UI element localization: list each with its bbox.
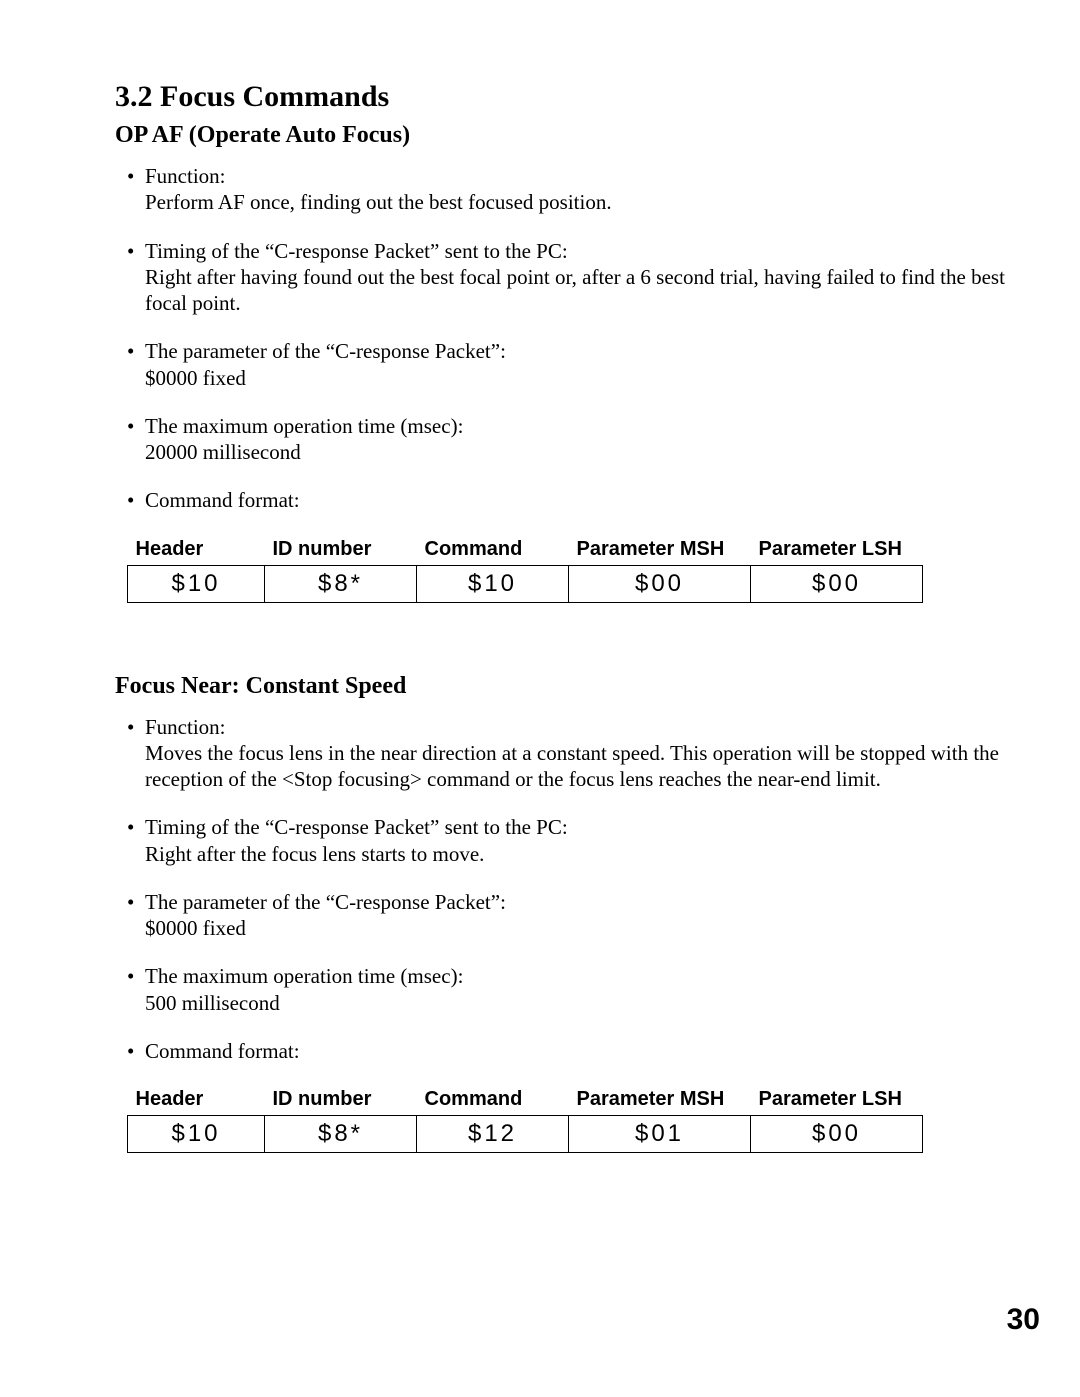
item-label: Command format: — [145, 488, 300, 512]
cell-command: $10 — [417, 565, 569, 602]
list-item: The parameter of the “C-response Packet”… — [127, 889, 1045, 942]
list-item: Function: Perform AF once, finding out t… — [127, 163, 1045, 216]
table-row: $10 $8* $12 $01 $00 — [128, 1116, 923, 1153]
col-header: Command — [417, 536, 569, 566]
col-header: Parameter LSH — [751, 536, 923, 566]
col-header: Header — [128, 536, 265, 566]
col-header: Parameter MSH — [569, 536, 751, 566]
section-focus-near: Focus Near: Constant Speed Function: Mov… — [115, 673, 1045, 1154]
item-label: Function: — [145, 715, 226, 739]
list-item: Timing of the “C-response Packet” sent t… — [127, 814, 1045, 867]
table-header-row: Header ID number Command Parameter MSH P… — [128, 536, 923, 566]
item-desc: $0000 fixed — [145, 915, 1045, 941]
bullet-list: Function: Perform AF once, finding out t… — [127, 163, 1045, 514]
list-item: The parameter of the “C-response Packet”… — [127, 338, 1045, 391]
cell-msh: $01 — [569, 1116, 751, 1153]
item-label: Command format: — [145, 1039, 300, 1063]
item-label: The parameter of the “C-response Packet”… — [145, 339, 506, 363]
page: 3.2 Focus Commands OP AF (Operate Auto F… — [0, 0, 1080, 1397]
command-table: Header ID number Command Parameter MSH P… — [127, 536, 923, 603]
cell-msh: $00 — [569, 565, 751, 602]
item-desc: Moves the focus lens in the near directi… — [145, 740, 1045, 793]
cell-command: $12 — [417, 1116, 569, 1153]
subsection-title: OP AF (Operate Auto Focus) — [115, 122, 1045, 149]
cell-id: $8* — [265, 565, 417, 602]
item-desc: Perform AF once, finding out the best fo… — [145, 189, 1045, 215]
item-desc: $0000 fixed — [145, 365, 1045, 391]
cell-id: $8* — [265, 1116, 417, 1153]
cell-header: $10 — [128, 1116, 265, 1153]
list-item: Function: Moves the focus lens in the ne… — [127, 714, 1045, 793]
item-desc: Right after having found out the best fo… — [145, 264, 1045, 317]
command-table: Header ID number Command Parameter MSH P… — [127, 1086, 923, 1153]
col-header: ID number — [265, 536, 417, 566]
col-header: Parameter LSH — [751, 1086, 923, 1116]
bullet-list: Function: Moves the focus lens in the ne… — [127, 714, 1045, 1065]
page-number: 30 — [1007, 1303, 1040, 1337]
item-label: The maximum operation time (msec): — [145, 414, 463, 438]
cell-lsh: $00 — [751, 1116, 923, 1153]
table-row: $10 $8* $10 $00 $00 — [128, 565, 923, 602]
list-item: Command format: — [127, 487, 1045, 513]
col-header: Command — [417, 1086, 569, 1116]
item-desc: 20000 millisecond — [145, 439, 1045, 465]
item-label: Timing of the “C-response Packet” sent t… — [145, 239, 568, 263]
cell-header: $10 — [128, 565, 265, 602]
subsection-title: Focus Near: Constant Speed — [115, 673, 1045, 700]
col-header: Header — [128, 1086, 265, 1116]
item-label: The maximum operation time (msec): — [145, 964, 463, 988]
section-heading: 3.2 Focus Commands — [115, 80, 1045, 114]
section-op-af: OP AF (Operate Auto Focus) Function: Per… — [115, 122, 1045, 603]
item-label: Timing of the “C-response Packet” sent t… — [145, 815, 568, 839]
col-header: ID number — [265, 1086, 417, 1116]
item-label: Function: — [145, 164, 226, 188]
item-desc: Right after the focus lens starts to mov… — [145, 841, 1045, 867]
item-label: The parameter of the “C-response Packet”… — [145, 890, 506, 914]
list-item: Timing of the “C-response Packet” sent t… — [127, 238, 1045, 317]
col-header: Parameter MSH — [569, 1086, 751, 1116]
list-item: The maximum operation time (msec): 500 m… — [127, 963, 1045, 1016]
table-header-row: Header ID number Command Parameter MSH P… — [128, 1086, 923, 1116]
list-item: Command format: — [127, 1038, 1045, 1064]
list-item: The maximum operation time (msec): 20000… — [127, 413, 1045, 466]
item-desc: 500 millisecond — [145, 990, 1045, 1016]
cell-lsh: $00 — [751, 565, 923, 602]
